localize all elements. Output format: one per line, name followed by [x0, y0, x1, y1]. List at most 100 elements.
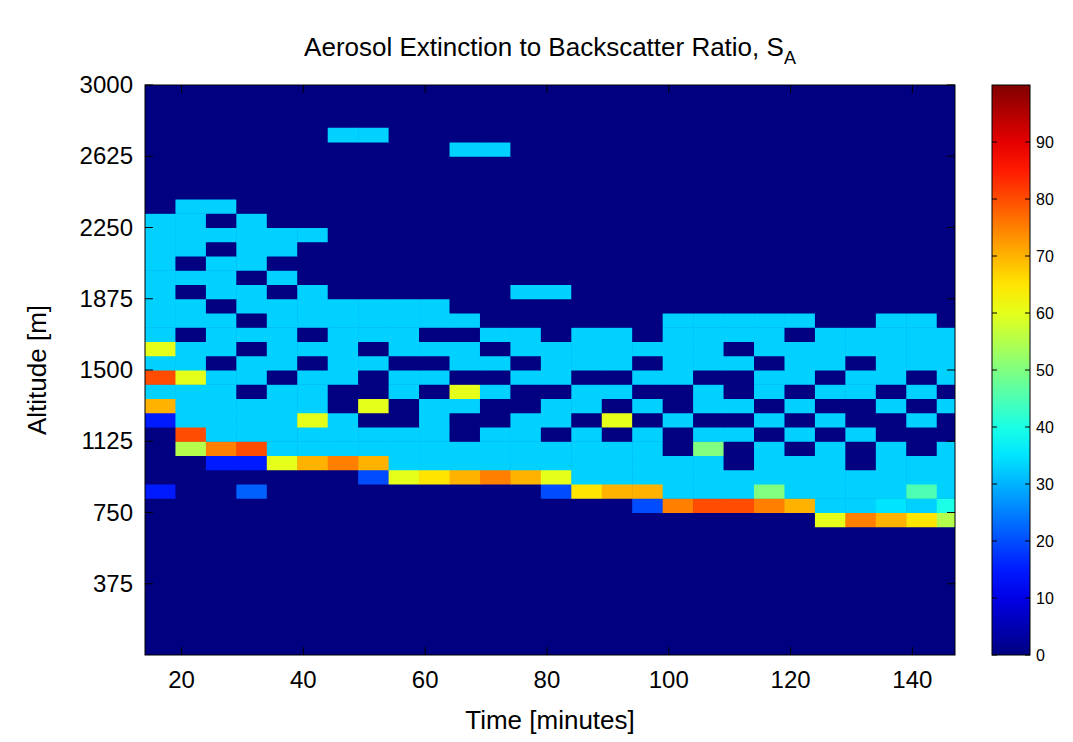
- cell: [815, 171, 846, 186]
- cell: [389, 399, 420, 414]
- cell: [297, 256, 328, 271]
- cell: [145, 356, 176, 371]
- cell: [937, 484, 955, 499]
- cell: [571, 156, 602, 171]
- cell: [236, 484, 267, 499]
- cell: [571, 470, 602, 485]
- cell: [328, 213, 359, 228]
- cell: [937, 313, 955, 328]
- cell: [632, 427, 663, 442]
- cell: [937, 370, 955, 385]
- cell: [663, 527, 694, 542]
- cell: [175, 384, 206, 399]
- cell: [876, 399, 907, 414]
- cell: [754, 256, 785, 271]
- cell: [358, 156, 389, 171]
- cell: [297, 185, 328, 200]
- cell: [784, 213, 815, 228]
- cell: [815, 384, 846, 399]
- cell: [145, 456, 176, 471]
- cell: [906, 242, 937, 257]
- cell: [541, 356, 572, 371]
- cell: [845, 199, 876, 214]
- cell: [937, 256, 955, 271]
- cell: [784, 370, 815, 385]
- cell: [480, 384, 511, 399]
- cell: [602, 299, 633, 314]
- cell: [754, 228, 785, 243]
- cell: [602, 228, 633, 243]
- cell: [906, 128, 937, 143]
- cell: [815, 285, 846, 300]
- cell: [206, 156, 237, 171]
- cell: [663, 342, 694, 357]
- cell: [632, 498, 663, 513]
- x-tick-label: 80: [534, 666, 561, 693]
- cell: [510, 285, 541, 300]
- cell: [541, 142, 572, 157]
- x-tick: [181, 647, 182, 655]
- cell: [541, 527, 572, 542]
- cell: [663, 156, 694, 171]
- cell: [632, 128, 663, 143]
- cell: [571, 384, 602, 399]
- cell: [206, 228, 237, 243]
- cell: [358, 313, 389, 328]
- y-tick-label: 1500: [80, 356, 133, 383]
- cell: [845, 142, 876, 157]
- cell: [754, 299, 785, 314]
- cell: [754, 427, 785, 442]
- cell: [236, 171, 267, 186]
- cell: [206, 213, 237, 228]
- cell: [480, 327, 511, 342]
- y-tick: [145, 156, 153, 157]
- cell: [906, 156, 937, 171]
- cell: [815, 356, 846, 371]
- cell: [724, 356, 755, 371]
- cell: [236, 213, 267, 228]
- cell: [389, 256, 420, 271]
- cell: [297, 199, 328, 214]
- cell: [571, 427, 602, 442]
- cell: [510, 313, 541, 328]
- y-tick: [145, 512, 153, 513]
- cell: [358, 384, 389, 399]
- cell: [876, 470, 907, 485]
- cell: [480, 413, 511, 428]
- cell: [693, 441, 724, 456]
- cell: [510, 470, 541, 485]
- y-tick: [145, 441, 153, 442]
- cell: [815, 427, 846, 442]
- cell: [724, 213, 755, 228]
- cell: [297, 384, 328, 399]
- cell: [754, 270, 785, 285]
- cell: [328, 327, 359, 342]
- cell: [571, 370, 602, 385]
- cell: [419, 484, 450, 499]
- cell: [358, 470, 389, 485]
- cell: [236, 470, 267, 485]
- cell: [754, 327, 785, 342]
- cell: [175, 427, 206, 442]
- x-tick: [668, 85, 669, 93]
- cell: [602, 356, 633, 371]
- cell: [541, 384, 572, 399]
- x-tick: [303, 85, 304, 93]
- colorbar: [992, 85, 1030, 655]
- y-tick: [145, 583, 153, 584]
- cell: [571, 270, 602, 285]
- cell: [693, 285, 724, 300]
- cell: [541, 128, 572, 143]
- cell: [906, 342, 937, 357]
- cell: [937, 342, 955, 357]
- cell: [480, 441, 511, 456]
- cell: [267, 142, 298, 157]
- cell: [602, 185, 633, 200]
- cell: [419, 270, 450, 285]
- cell: [693, 199, 724, 214]
- cell: [815, 342, 846, 357]
- x-tick-label: 120: [771, 666, 811, 693]
- cell: [510, 498, 541, 513]
- cell: [328, 513, 359, 528]
- cell: [784, 484, 815, 499]
